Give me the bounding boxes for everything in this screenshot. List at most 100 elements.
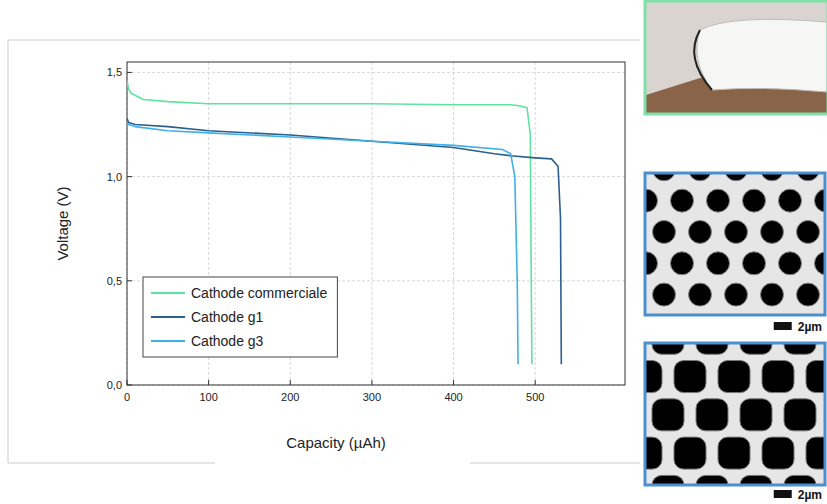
y-tick-label: 0,5 [107, 275, 122, 287]
y-axis-title: Voltage (V) [54, 186, 71, 260]
sem-hole [740, 399, 772, 431]
sem-hole [797, 283, 820, 306]
x-tick-label: 300 [363, 391, 381, 403]
sem-hole [797, 174, 820, 181]
y-tick-label: 1,5 [107, 66, 122, 78]
sem-hole [718, 437, 750, 469]
sem-hole [689, 174, 712, 181]
sem-image [646, 174, 824, 314]
y-tick-label: 0,0 [107, 379, 122, 391]
scale-bar-label: 2µm [798, 488, 822, 502]
sem-hole [646, 361, 662, 393]
legend-label: Cathode g1 [191, 309, 264, 325]
sem-hole [653, 283, 676, 306]
photo-sheet-edge [694, 30, 712, 90]
sem-hole [797, 220, 820, 243]
frame-line [470, 463, 640, 464]
legend-swatch [151, 340, 185, 342]
x-tick-label: 200 [281, 391, 299, 403]
grid-line [371, 62, 372, 385]
sem-hole [652, 475, 684, 484]
sem-hole [707, 189, 730, 212]
scale-bar [774, 322, 792, 330]
plot-frame [127, 62, 625, 385]
x-tick-label: 500 [526, 391, 544, 403]
sem-hole [743, 189, 766, 212]
sem-hole [743, 252, 766, 275]
sem-hole [696, 475, 728, 484]
sem-hole [646, 437, 662, 469]
figure: 01002003004005000,00,51,01,5Capacity (µA… [0, 0, 827, 504]
sem-hole [646, 189, 658, 212]
y-tick [127, 280, 132, 281]
sem-border [645, 343, 825, 485]
sem-hole [674, 361, 706, 393]
frame-line [8, 40, 9, 463]
photo-border [645, 1, 827, 114]
sem-hole [689, 220, 712, 243]
frame-line [215, 463, 470, 464]
x-axis-title: Capacity (µAh) [286, 434, 386, 451]
sem-hole [784, 475, 816, 484]
sem-hole [725, 283, 748, 306]
series-line [127, 81, 532, 364]
sem-image [646, 344, 824, 484]
sem-hole [671, 189, 694, 212]
frame-line [8, 463, 215, 464]
y-tick [127, 176, 132, 177]
sem-hole [671, 252, 694, 275]
y-tick-label: 1,0 [107, 171, 122, 183]
sem-hole [652, 399, 684, 431]
sem-hole [725, 220, 748, 243]
sem-hole [779, 189, 802, 212]
grid [127, 62, 625, 385]
sem-hole [815, 189, 825, 212]
x-tick [453, 380, 454, 385]
sem-hole [806, 437, 824, 469]
sem-border [645, 173, 825, 315]
legend-label: Cathode commerciale [191, 285, 327, 301]
sem-hole [784, 399, 816, 431]
sem-bg [646, 174, 824, 314]
grid-line [453, 62, 454, 385]
legend-swatch [151, 292, 185, 294]
x-tick [371, 380, 372, 385]
sem-hole [646, 252, 658, 275]
x-tick [290, 380, 291, 385]
sem-hole [725, 174, 748, 181]
x-tick [535, 380, 536, 385]
x-tick-label: 100 [199, 391, 217, 403]
x-tick-label: 0 [124, 391, 130, 403]
scale-bar-label: 2µm [798, 320, 822, 334]
sem-hole [652, 344, 684, 354]
sem-hole [761, 283, 784, 306]
grid-line [127, 72, 625, 73]
axes: 01002003004005000,00,51,01,5 [107, 62, 625, 403]
sem-hole [761, 174, 784, 181]
series-line [127, 118, 561, 364]
photo-sheet-white [697, 19, 827, 92]
sem-hole [740, 344, 772, 354]
grid-line [127, 176, 625, 177]
legend: Cathode commerciale Cathode g1 Cathode g3 [143, 277, 337, 357]
sem-hole [740, 475, 772, 484]
sem-hole [815, 252, 825, 275]
photo [646, 2, 827, 113]
series-group [127, 81, 561, 364]
sem-hole [761, 220, 784, 243]
series-line [127, 122, 518, 364]
photo-bg [646, 2, 827, 113]
sem-hole [707, 252, 730, 275]
scale-bar [774, 490, 792, 498]
y-tick [127, 72, 132, 73]
sem-hole [779, 252, 802, 275]
sem-hole [762, 361, 794, 393]
frame-line [8, 40, 640, 41]
legend-swatch [151, 316, 185, 318]
sem-hole [674, 437, 706, 469]
legend-label: Cathode g3 [191, 333, 264, 349]
sem-hole [806, 361, 824, 393]
sem-hole [762, 437, 794, 469]
sem-hole [653, 220, 676, 243]
sem-bg [646, 344, 824, 484]
